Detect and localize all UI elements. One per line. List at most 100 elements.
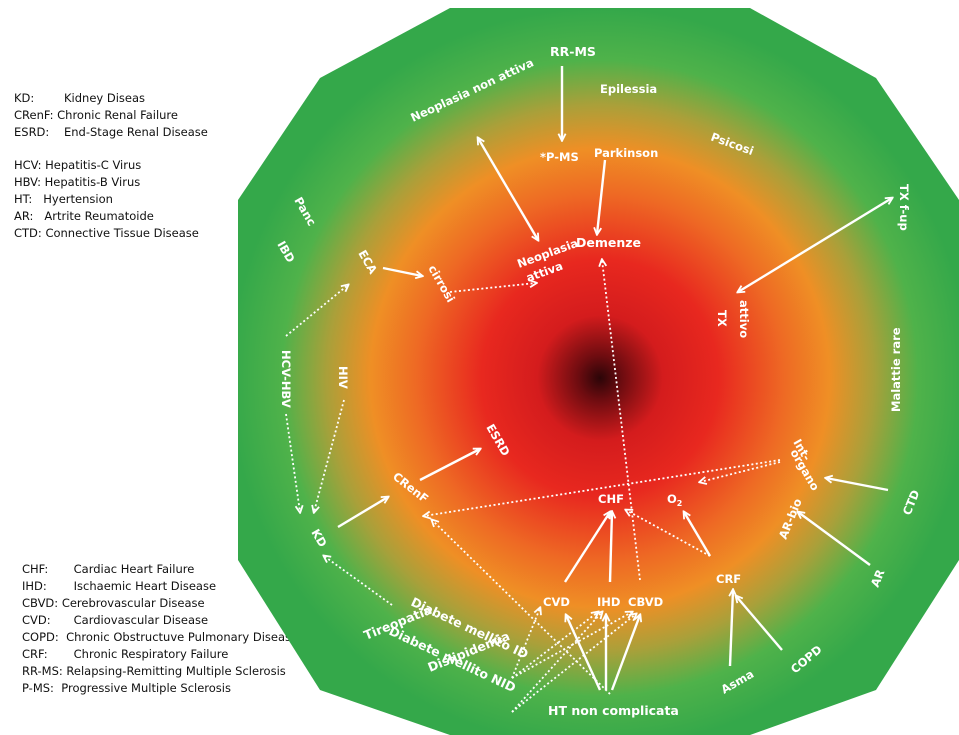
link-ht-crenf xyxy=(432,520,611,695)
label-tx-attivo-2: attivo xyxy=(737,300,751,338)
link-hcvhbv-kd xyxy=(285,413,300,512)
arrow-eca-cirrosi xyxy=(382,266,422,276)
label-rr-ms: RR-MS xyxy=(550,44,596,59)
label-chf: CHF xyxy=(598,492,624,506)
arrow-kd-crenf xyxy=(337,497,388,529)
legend-abbr: KD: xyxy=(14,91,35,105)
legend-abbr: CVD: xyxy=(22,613,51,627)
legend-entry: P-MS: Progressive Multiple Sclerosis xyxy=(22,680,298,697)
arrow-neoplasia-non-attiva-attiva xyxy=(478,138,538,240)
arrow-crenf-esrd xyxy=(419,449,480,482)
label-cvd: CVD xyxy=(543,595,570,609)
label-ar: AR xyxy=(868,567,888,589)
arrow-cvd-chf xyxy=(563,512,610,583)
label-p-ms: *P-MS xyxy=(540,150,579,164)
label-o2: O2 xyxy=(667,492,682,508)
connections xyxy=(285,66,892,713)
link-dislipidemia-cbvd xyxy=(511,614,636,713)
link-hiv-kd xyxy=(314,399,345,512)
legend-desc: Cardiac Heart Failure xyxy=(73,562,195,576)
legend-desc: Progressive Multiple Sclerosis xyxy=(61,681,231,695)
legend-desc: Hyertension xyxy=(43,192,113,206)
label-malattie-rare: Malattie rare xyxy=(889,327,903,412)
legend-abbr: COPD: xyxy=(22,630,59,644)
legend-abbr: P-MS: xyxy=(22,681,54,695)
legend-entry: AR: Artrite Reumatoide xyxy=(14,208,208,225)
legend-abbr: CTD: xyxy=(14,226,42,240)
label-demenze: Demenze xyxy=(576,235,641,250)
arrow-ihd-chf xyxy=(610,512,612,583)
legend-entry: COPD: Chronic Obstructuve Pulmonary Dise… xyxy=(22,629,298,646)
link-intorgano-crenf xyxy=(424,459,781,516)
label-tx-fup: TX f-up xyxy=(897,184,911,231)
legend-entry: HBV: Hepatitis-B Virus xyxy=(14,174,208,191)
legend-abbr: AR: xyxy=(14,209,34,223)
legend-abbr: CRenF: xyxy=(14,108,54,122)
legend-desc: Relapsing-Remitting Multiple Sclerosis xyxy=(66,664,286,678)
legend-desc: Cerebrovascular Disease xyxy=(61,596,205,610)
legend-desc: Cardiovascular Disease xyxy=(73,613,209,627)
legend-entry: CBVD: Cerebrovascular Disease xyxy=(22,595,298,612)
link-diabete-cbvd xyxy=(511,612,632,679)
label-tx-attivo-1: TX xyxy=(715,310,729,327)
arrow-copd-crf xyxy=(736,596,783,651)
polygon-background xyxy=(238,8,959,735)
legend-entry: CRenF: Chronic Renal Failure xyxy=(14,107,208,124)
legend-entry: IHD: Ischaemic Heart Disease xyxy=(22,578,298,595)
arrow-ar-arbio xyxy=(798,512,871,566)
legend-entry: KD: Kidney Diseas xyxy=(14,90,208,107)
legend-abbr: IHD: xyxy=(22,579,47,593)
arrow-txfup-txattivo xyxy=(738,198,892,292)
arrow-ht-cbvd xyxy=(610,615,640,691)
legend-desc: Chronic Renal Failure xyxy=(57,108,178,122)
label-hiv: HIV xyxy=(336,366,350,389)
legend-abbr: CHF: xyxy=(22,562,49,576)
legend-entry: CHF: Cardiac Heart Failure xyxy=(22,561,298,578)
legend-abbr: RR-MS: xyxy=(22,664,63,678)
label-hcv-hbv: HCV-HBV xyxy=(279,350,293,408)
legend-entry: RR-MS: Relapsing-Remitting Multiple Scle… xyxy=(22,663,298,680)
link-diabete-cvd xyxy=(511,608,540,679)
legend-entry: CRF: Chronic Respiratory Failure xyxy=(22,646,298,663)
legend-abbr: ESRD: xyxy=(14,125,50,139)
arrow-ht-cvd xyxy=(566,615,602,691)
legend-abbr: CBVD: xyxy=(22,596,59,610)
legend-abbr: CRF: xyxy=(22,647,48,661)
legend-desc: Chronic Obstructuve Pulmonary Disease xyxy=(66,630,299,644)
link-diabete-ihd xyxy=(511,612,598,679)
legend-desc: Hepatitis-B Virus xyxy=(44,175,141,189)
legend-entry: CVD: Cardiovascular Disease xyxy=(22,612,298,629)
legend-entry: HT: Hyertension xyxy=(14,191,208,208)
legend-desc: Kidney Diseas xyxy=(64,91,146,105)
legend-desc: Chronic Respiratory Failure xyxy=(73,647,229,661)
legend-entry: HCV: Hepatitis-C Virus xyxy=(14,157,208,174)
legend-desc: Artrite Reumatoide xyxy=(44,209,154,223)
label-ht-non-complicata: HT non complicata xyxy=(548,703,679,718)
label-ihd: IHD xyxy=(597,595,620,609)
label-crf: CRF xyxy=(716,572,741,586)
o2-letter: O xyxy=(667,492,677,506)
legend-bottom: CHF: Cardiac Heart Failure IHD: Ischaemi… xyxy=(22,561,298,697)
legend-abbr: HCV: xyxy=(14,158,42,172)
legend-desc: Ischaemic Heart Disease xyxy=(73,579,217,593)
arrow-asma-crf xyxy=(730,590,733,667)
link-intorgano-o2 xyxy=(700,461,781,482)
legend-desc: Connective Tissue Disease xyxy=(45,226,199,240)
label-epilessia: Epilessia xyxy=(600,82,657,96)
legend-abbr: HBV: xyxy=(14,175,41,189)
label-parkinson: Parkinson xyxy=(594,146,658,160)
arrow-ctd-intorgano xyxy=(826,478,889,492)
legend-desc: End-Stage Renal Disease xyxy=(64,125,208,139)
legend-entry: CTD: Connective Tissue Disease xyxy=(14,225,208,242)
legend-entry: ESRD: End-Stage Renal Disease xyxy=(14,124,208,141)
legend-abbr: HT: xyxy=(14,192,33,206)
link-cirrosi-neoplasia xyxy=(449,283,536,293)
label-cbvd: CBVD xyxy=(628,595,663,609)
arrow-parkinson-demenze xyxy=(597,159,607,234)
link-diabete-kd xyxy=(324,556,393,606)
o2-subscript: 2 xyxy=(677,499,683,508)
legend-desc: Hepatitis-C Virus xyxy=(45,158,142,172)
arrow-crf-o2 xyxy=(684,512,712,557)
legend-top: KD: Kidney Diseas CRenF: Chronic Renal Fa… xyxy=(14,90,208,242)
